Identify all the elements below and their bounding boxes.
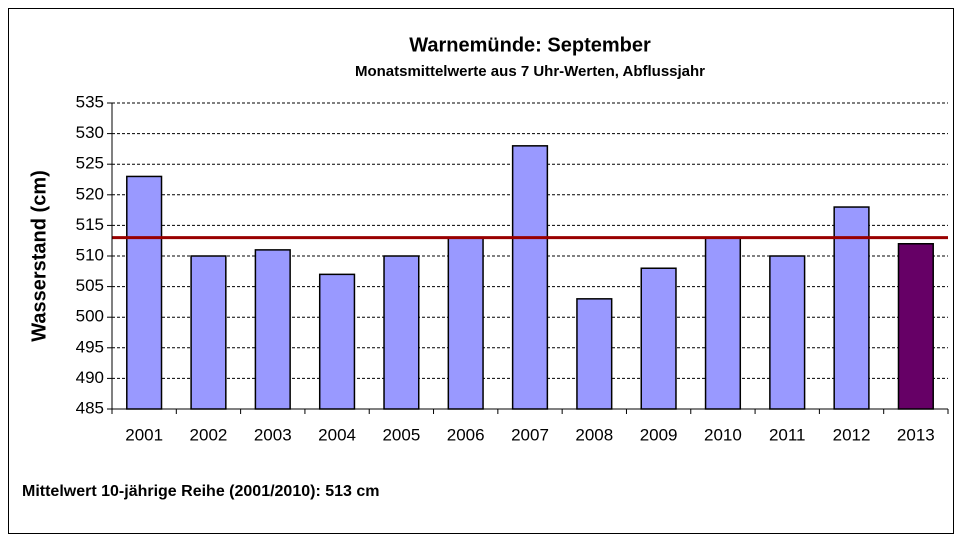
bar bbox=[576, 298, 613, 410]
bar bbox=[704, 236, 742, 410]
x-tick-label: 2009 bbox=[640, 425, 678, 444]
y-tick-label: 490 bbox=[76, 368, 104, 387]
y-axis-label: Wasserstand (cm) bbox=[28, 170, 50, 342]
bar bbox=[769, 255, 806, 410]
bar bbox=[897, 243, 934, 410]
bar bbox=[447, 236, 484, 410]
x-tick-label: 2011 bbox=[769, 425, 806, 444]
chart-subtitle: Monatsmittelwerte aus 7 Uhr-Werten, Abfl… bbox=[355, 63, 705, 80]
bar bbox=[640, 267, 677, 410]
y-tick-label: 505 bbox=[76, 276, 104, 295]
x-tick-label: 2001 bbox=[125, 425, 163, 444]
x-tick-label: 2008 bbox=[575, 425, 613, 444]
bar bbox=[318, 273, 356, 410]
y-tick-label: 520 bbox=[76, 184, 104, 203]
bar bbox=[511, 145, 549, 410]
y-tick-label: 510 bbox=[76, 245, 104, 264]
x-tick-label: 2007 bbox=[511, 425, 549, 444]
y-tick-label: 525 bbox=[76, 154, 104, 173]
y-tick-label: 515 bbox=[76, 215, 104, 234]
bar bbox=[383, 255, 420, 410]
y-tick-label: 530 bbox=[76, 123, 104, 142]
frame bbox=[8, 8, 954, 534]
y-tick-label: 485 bbox=[76, 398, 104, 417]
bar bbox=[254, 249, 291, 410]
x-tick-label: 2004 bbox=[318, 425, 356, 444]
y-tick-label: 500 bbox=[76, 307, 104, 326]
chart-title: Warnemünde: September bbox=[409, 34, 651, 56]
x-tick-label: 2013 bbox=[897, 425, 935, 444]
x-tick-label: 2005 bbox=[382, 425, 420, 444]
bar bbox=[190, 255, 227, 410]
x-tick-label: 2003 bbox=[254, 425, 292, 444]
bar bbox=[833, 206, 870, 410]
y-tick-label: 535 bbox=[76, 92, 104, 111]
y-tick-label: 495 bbox=[76, 337, 104, 356]
x-tick-label: 2010 bbox=[704, 425, 742, 444]
x-tick-label: 2002 bbox=[190, 425, 228, 444]
x-tick-label: 2012 bbox=[833, 425, 871, 444]
x-tick-label: 2006 bbox=[447, 425, 485, 444]
bar bbox=[126, 175, 163, 410]
annotation: Mittelwert 10-jährige Reihe (2001/2010):… bbox=[22, 483, 380, 500]
